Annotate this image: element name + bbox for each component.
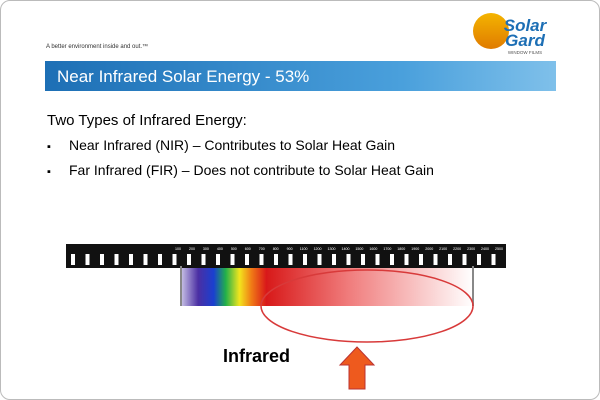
- ruler-tick: [230, 254, 235, 265]
- highlight: [260, 269, 474, 343]
- logo-sun: [473, 13, 509, 49]
- ruler-label: 1300: [328, 247, 336, 251]
- heading: Two Types of Infrared Energy:: [47, 112, 247, 129]
- bullet: Far Infrared (FIR) – Does not contribute…: [47, 162, 434, 178]
- ruler-label: 600: [245, 247, 251, 251]
- ruler-tick: [129, 254, 133, 265]
- infrared-spectrum: [267, 268, 473, 306]
- ruler-tick: [419, 254, 423, 265]
- ruler-label: 200: [189, 247, 195, 251]
- ruler-label: 1200: [314, 247, 322, 251]
- title-bar: [45, 61, 556, 91]
- ruler-tick: [332, 254, 336, 265]
- bullet: Near Infrared (NIR) – Contributes to Sol…: [47, 137, 395, 153]
- arrow: [338, 346, 376, 390]
- ruler-label: 300: [203, 247, 209, 251]
- ruler-tick: [274, 254, 278, 265]
- ruler-label: 900: [287, 247, 293, 251]
- ruler-tick: [491, 254, 496, 265]
- ruler-tick: [346, 254, 351, 265]
- ruler-label: 1900: [411, 247, 419, 251]
- ruler-label: 100: [175, 247, 181, 251]
- ruler-tick: [216, 254, 220, 265]
- ruler-tick: [187, 254, 191, 265]
- ruler-label: 500: [231, 247, 237, 251]
- ruler-label: 700: [259, 247, 265, 251]
- ruler-label: 1600: [369, 247, 377, 251]
- ruler-label: 1700: [383, 247, 391, 251]
- ruler-label: 2200: [453, 247, 461, 251]
- ruler-label: 1500: [355, 247, 363, 251]
- ruler-tick: [433, 254, 438, 265]
- figure-label: Infrared: [223, 346, 291, 366]
- ruler-tick: [201, 254, 206, 265]
- ruler-tick: [245, 254, 249, 265]
- logo-text: Solar: [504, 16, 548, 35]
- ruler-label: 800: [273, 247, 279, 251]
- ruler-tick: [404, 254, 409, 265]
- ruler-label: 1100: [300, 247, 308, 251]
- ruler: [66, 244, 506, 268]
- ruler-tick: [143, 254, 148, 265]
- ruler-tick: [114, 254, 119, 265]
- ruler-tick: [462, 254, 467, 265]
- ruler-tick: [448, 254, 452, 265]
- ruler-tick: [259, 254, 264, 265]
- ruler-tick: [375, 254, 380, 265]
- logo-text: Gard: [505, 31, 545, 50]
- ruler-tick: [100, 254, 104, 265]
- ruler-label: 2400: [481, 247, 489, 251]
- ruler-tick: [158, 254, 162, 265]
- ruler-ticks: 100 200 300 400 500 600 700 800 900 1100 1200 1300 1…: [71, 247, 503, 265]
- ruler-tick: [71, 254, 75, 265]
- ruler-tick: [172, 254, 177, 265]
- ruler-tick: [317, 254, 322, 265]
- ruler-label: 2300: [467, 247, 475, 251]
- ruler-tick: [361, 254, 365, 265]
- ruler-label: 2100: [439, 247, 447, 251]
- ruler-tick: [288, 254, 293, 265]
- ruler-label: 2000: [425, 247, 433, 251]
- ruler-tick: [85, 254, 90, 265]
- ruler-tick: [303, 254, 307, 265]
- ruler-label: 1800: [397, 247, 405, 251]
- slide-title: Near Infrared Solar Energy - 53%: [57, 67, 310, 86]
- ruler-tick: [477, 254, 481, 265]
- visible-spectrum: [181, 268, 267, 306]
- ruler-label: 2500: [495, 247, 503, 251]
- ruler-label: 400: [217, 247, 223, 251]
- ruler-label: 1400: [341, 247, 349, 251]
- tagline: A better environment inside and out.™: [46, 44, 149, 50]
- ruler-tick: [390, 254, 394, 265]
- logo-subtitle: WINDOW FILMS: [508, 50, 542, 55]
